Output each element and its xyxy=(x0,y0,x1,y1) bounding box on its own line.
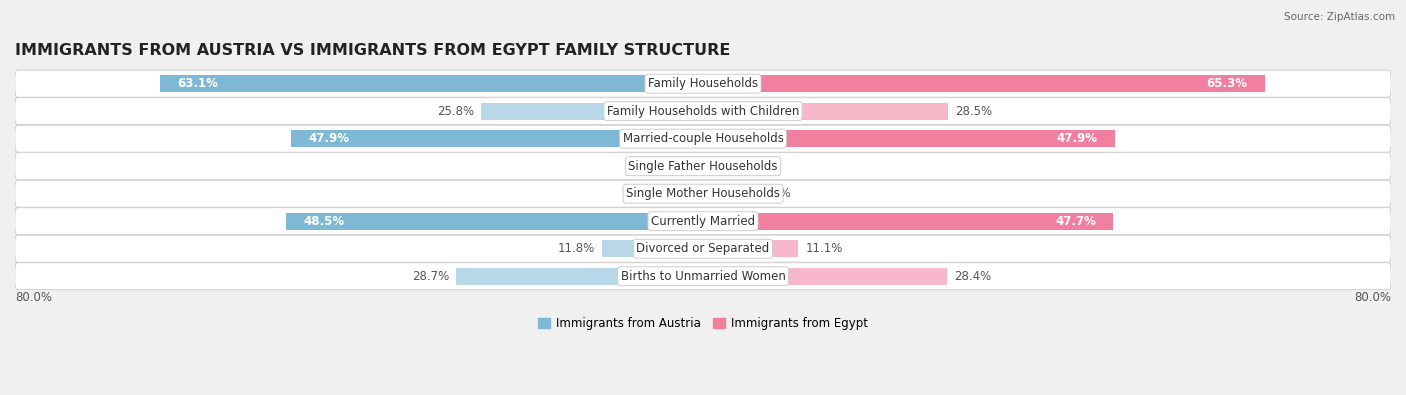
FancyBboxPatch shape xyxy=(15,180,1391,207)
Text: 25.8%: 25.8% xyxy=(437,105,474,118)
Text: 47.9%: 47.9% xyxy=(1057,132,1098,145)
Text: Currently Married: Currently Married xyxy=(651,215,755,228)
Legend: Immigrants from Austria, Immigrants from Egypt: Immigrants from Austria, Immigrants from… xyxy=(534,312,872,335)
Text: Family Households with Children: Family Households with Children xyxy=(607,105,799,118)
Text: 80.0%: 80.0% xyxy=(1354,292,1391,304)
Text: Family Households: Family Households xyxy=(648,77,758,90)
FancyBboxPatch shape xyxy=(15,263,1391,290)
Bar xyxy=(686,158,703,175)
Text: 28.5%: 28.5% xyxy=(955,105,993,118)
Text: 28.7%: 28.7% xyxy=(412,270,450,283)
FancyBboxPatch shape xyxy=(15,153,1391,180)
Bar xyxy=(481,103,703,120)
Text: 65.3%: 65.3% xyxy=(1206,77,1247,90)
Text: 11.8%: 11.8% xyxy=(557,242,595,255)
Text: Births to Unmarried Women: Births to Unmarried Women xyxy=(620,270,786,283)
Text: 80.0%: 80.0% xyxy=(15,292,52,304)
FancyBboxPatch shape xyxy=(15,208,1391,235)
Text: 63.1%: 63.1% xyxy=(177,77,218,90)
Bar xyxy=(291,130,703,147)
Text: 6.0%: 6.0% xyxy=(762,187,792,200)
Text: Divorced or Separated: Divorced or Separated xyxy=(637,242,769,255)
Bar xyxy=(602,240,703,257)
Text: 47.7%: 47.7% xyxy=(1054,215,1097,228)
Bar xyxy=(703,75,1264,92)
Text: Single Father Households: Single Father Households xyxy=(628,160,778,173)
Text: 11.1%: 11.1% xyxy=(806,242,842,255)
Bar xyxy=(703,268,948,285)
Bar xyxy=(703,130,1115,147)
Bar xyxy=(703,158,721,175)
Bar xyxy=(285,213,703,230)
Bar xyxy=(703,213,1114,230)
FancyBboxPatch shape xyxy=(15,125,1391,152)
Bar xyxy=(456,268,703,285)
Text: 28.4%: 28.4% xyxy=(955,270,991,283)
FancyBboxPatch shape xyxy=(15,235,1391,262)
Text: 48.5%: 48.5% xyxy=(304,215,344,228)
Text: IMMIGRANTS FROM AUSTRIA VS IMMIGRANTS FROM EGYPT FAMILY STRUCTURE: IMMIGRANTS FROM AUSTRIA VS IMMIGRANTS FR… xyxy=(15,43,730,58)
Text: 5.2%: 5.2% xyxy=(621,187,651,200)
Text: 2.0%: 2.0% xyxy=(650,160,679,173)
Text: 47.9%: 47.9% xyxy=(308,132,349,145)
Text: Married-couple Households: Married-couple Households xyxy=(623,132,783,145)
Bar xyxy=(703,185,755,202)
Text: 2.1%: 2.1% xyxy=(728,160,758,173)
Bar xyxy=(703,103,948,120)
Text: Single Mother Households: Single Mother Households xyxy=(626,187,780,200)
Bar xyxy=(658,185,703,202)
FancyBboxPatch shape xyxy=(15,98,1391,125)
Text: Source: ZipAtlas.com: Source: ZipAtlas.com xyxy=(1284,12,1395,22)
Bar xyxy=(703,240,799,257)
Bar xyxy=(160,75,703,92)
FancyBboxPatch shape xyxy=(15,70,1391,97)
